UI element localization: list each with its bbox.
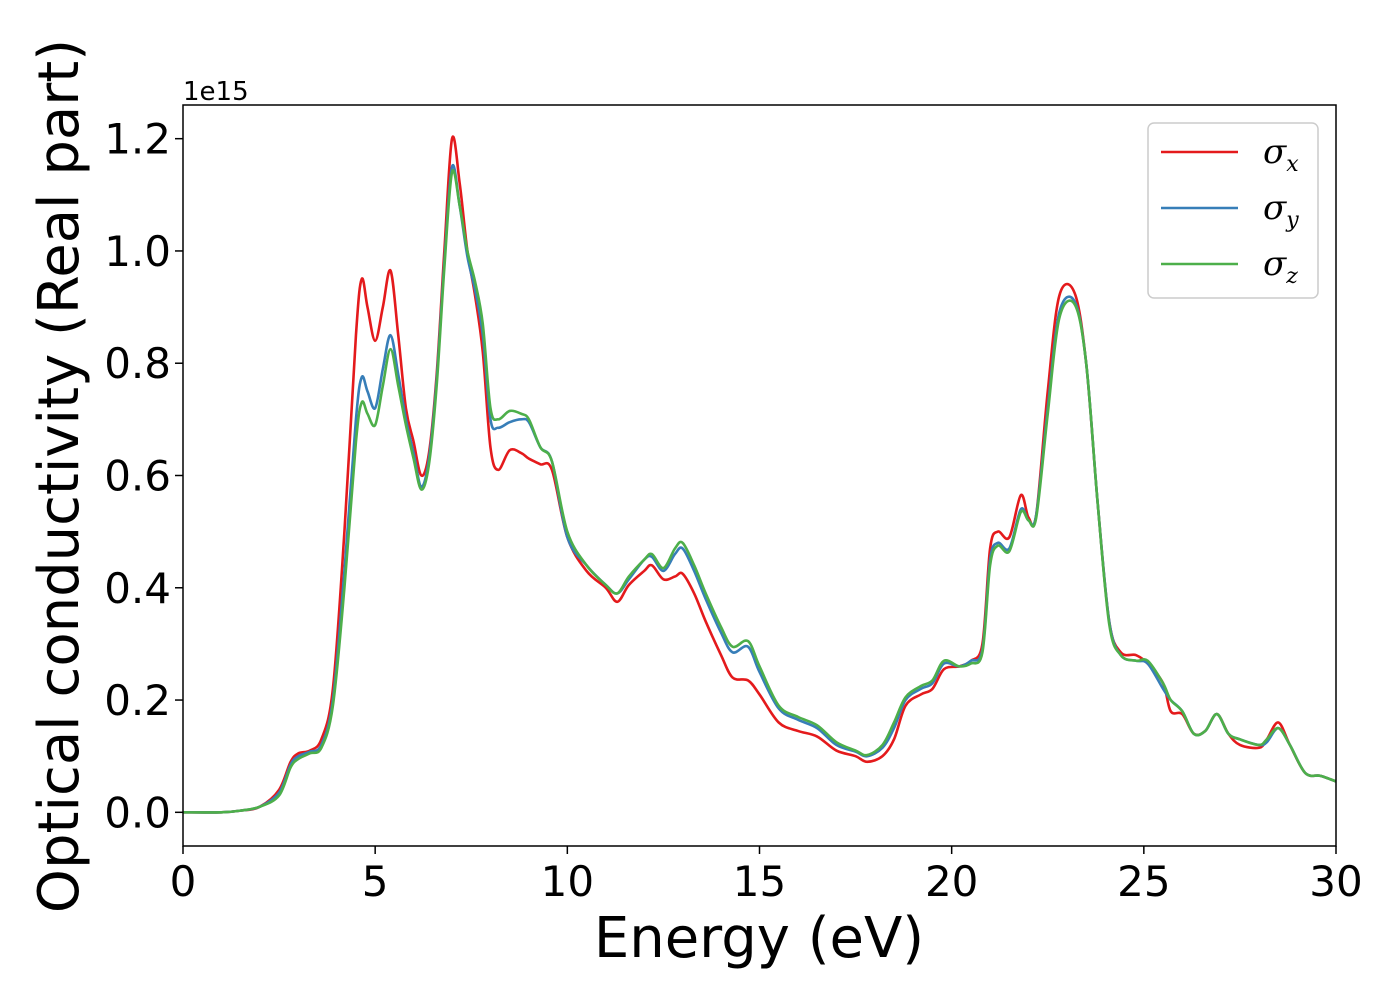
legend-label-z: σz (1263, 244, 1298, 289)
x-tick-label: 10 (541, 857, 594, 906)
y-tick-label: 0.0 (104, 788, 171, 837)
legend-label-y: σy (1263, 188, 1299, 233)
y-tick-label: 1.2 (104, 115, 171, 164)
y-axis-ticks: 0.0 0.2 0.4 0.6 0.8 1.0 1.2 (104, 115, 183, 837)
y-tick-label: 0.4 (104, 564, 171, 613)
y-tick-label: 0.8 (104, 339, 171, 388)
series-layer (183, 135, 1336, 814)
legend: σx σy σz (1147, 122, 1319, 299)
legend-label-x: σx (1263, 132, 1299, 177)
x-tick-label: 0 (170, 857, 197, 906)
series-line-z (183, 169, 1336, 814)
x-tick-label: 30 (1309, 857, 1362, 906)
x-tick-label: 20 (925, 857, 978, 906)
x-tick-label: 5 (362, 857, 389, 906)
series-line-x (183, 135, 1336, 814)
x-tick-label: 15 (733, 857, 786, 906)
x-axis-ticks: 0 5 10 15 20 25 30 (170, 846, 1363, 906)
y-tick-label: 0.2 (104, 676, 171, 725)
x-tick-label: 25 (1117, 857, 1170, 906)
y-tick-label: 1.0 (104, 227, 171, 276)
y-axis-title: Optical conductivity (Real part) (27, 39, 92, 913)
y-tick-label: 0.6 (104, 452, 171, 501)
y-offset-label: 1e15 (183, 77, 249, 107)
x-axis-title: Energy (eV) (594, 906, 924, 971)
legend-box (1147, 122, 1319, 299)
